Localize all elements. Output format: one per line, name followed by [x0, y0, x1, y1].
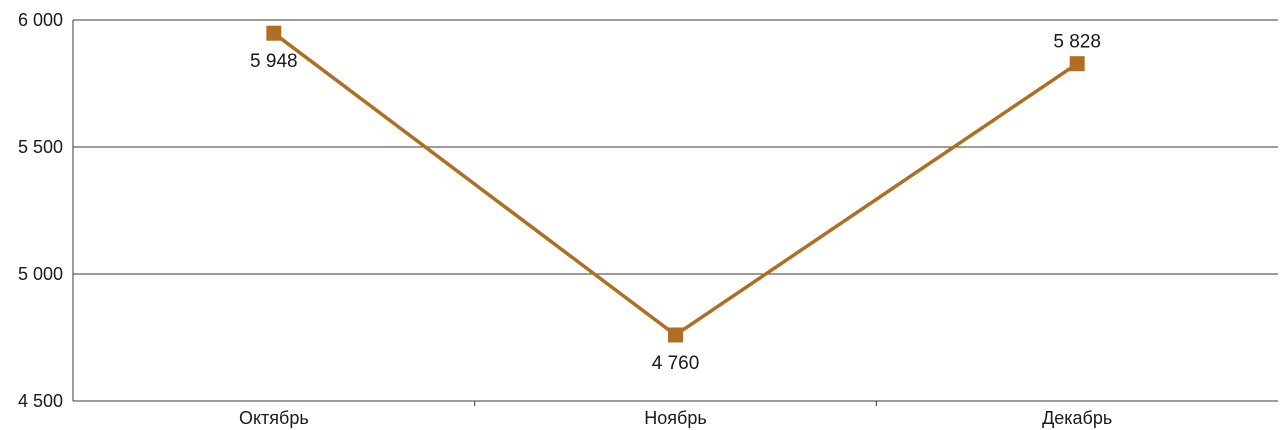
x-tick-label: Октябрь	[239, 408, 309, 428]
data-point-marker	[1069, 56, 1085, 72]
label-layer: 5 948 4 760 5 828	[250, 32, 1101, 374]
y-tick-label: 6 000	[18, 10, 63, 30]
x-tick-label: Ноябрь	[644, 408, 706, 428]
y-tick-label: 5 500	[18, 137, 63, 157]
data-point-marker	[266, 25, 282, 41]
series-line	[272, 31, 1079, 337]
axis-layer: 4 500 5 000 5 500 6 000 Октябрь Ноябрь Декабрь	[18, 10, 1112, 428]
data-label: 5 948	[250, 51, 298, 72]
x-tick-label: Декабрь	[1042, 408, 1112, 428]
grid-layer	[73, 19, 1278, 402]
data-label: 4 760	[652, 353, 700, 374]
data-point-marker	[668, 327, 683, 343]
y-tick-label: 4 500	[18, 391, 63, 411]
y-tick-label: 5 000	[18, 264, 63, 284]
series-layer	[266, 25, 1085, 343]
data-label: 5 828	[1053, 32, 1101, 53]
